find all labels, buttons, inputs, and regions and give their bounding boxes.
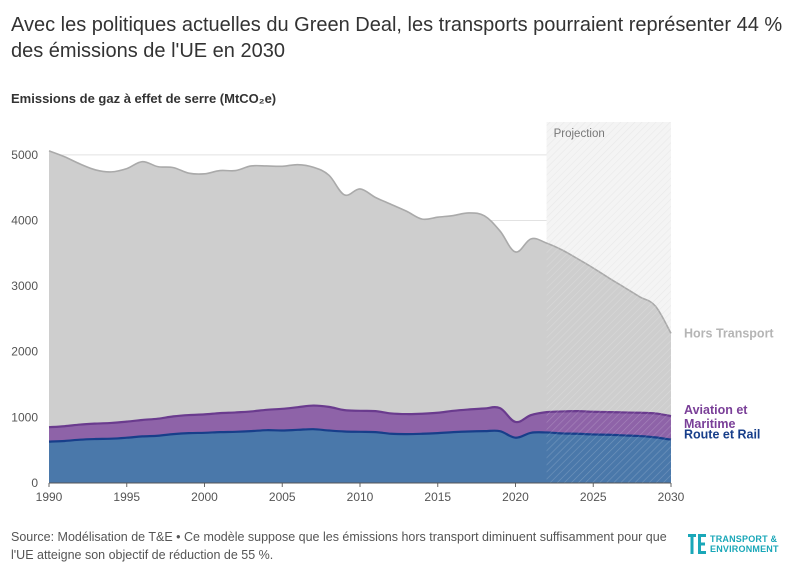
y-tick-label: 3000 [11, 279, 38, 293]
y-axis-title: Emissions de gaz à effet de serre (MtCO₂… [11, 91, 277, 106]
series-label-aviation-et-maritime: Aviation et Maritime [684, 403, 748, 431]
x-tick-label: 2010 [347, 490, 374, 504]
te-logo-icon [688, 534, 706, 554]
transport-environment-logo: TRANSPORT & ENVIRONMENT [688, 533, 788, 557]
y-tick-label: 5000 [11, 148, 38, 162]
source-note: Source: Modélisation de T&E • Ce modèle … [11, 530, 667, 562]
series-label-line: Route et Rail [684, 428, 760, 442]
x-tick-label: 2000 [191, 490, 218, 504]
y-tick-label: 2000 [11, 345, 38, 359]
x-tick-label: 2005 [269, 490, 296, 504]
series-label-line: Maritime [684, 417, 735, 431]
chart-title: Avec les politiques actuelles du Green D… [11, 14, 783, 62]
x-tick-label: 1995 [113, 490, 140, 504]
x-tick-label: 1990 [36, 490, 63, 504]
area-hors-transport [49, 150, 671, 428]
series-label-line: Hors Transport [684, 326, 774, 340]
logo-line-2: ENVIRONMENT [710, 544, 779, 554]
x-tick-label: 2020 [502, 490, 529, 504]
logo-line-1: TRANSPORT & [710, 534, 778, 544]
y-tick-label: 4000 [11, 213, 38, 227]
y-tick-label: 0 [31, 476, 38, 490]
area-route-et-rail [49, 429, 671, 483]
series-label-hors-transport: Hors Transport [684, 326, 774, 340]
x-tick-label: 2015 [424, 490, 451, 504]
y-tick-label: 1000 [11, 410, 38, 424]
series-label-route-et-rail: Route et Rail [684, 428, 760, 442]
x-tick-label: 2025 [580, 490, 607, 504]
projection-label: Projection [554, 128, 605, 140]
projection-overlay [546, 122, 671, 483]
series-label-line: Aviation et [684, 403, 748, 417]
logo-wordmark: TRANSPORT & ENVIRONMENT [710, 534, 779, 554]
x-tick-label: 2030 [658, 490, 685, 504]
